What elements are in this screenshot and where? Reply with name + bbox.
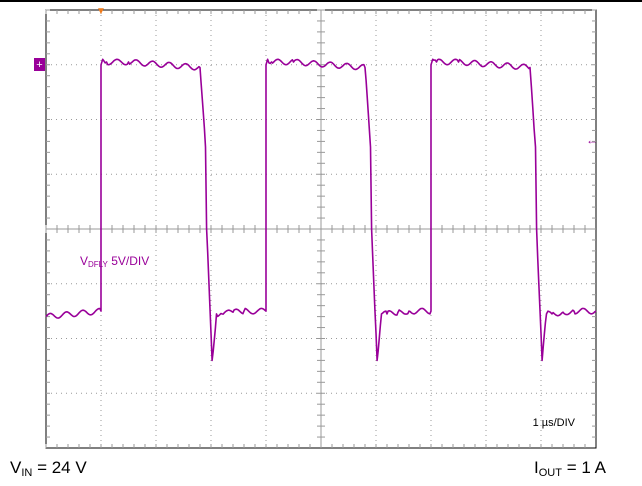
- iout-sub: OUT: [538, 467, 562, 479]
- trace-vdfly: [45, 58, 597, 362]
- channel-annotation: VDFLY 5V/DIV: [80, 254, 149, 269]
- vin-label: VIN = 24 V: [10, 458, 87, 479]
- iout-value: = 1 A: [561, 458, 606, 477]
- channel-marker: +: [36, 59, 42, 71]
- channel-annotation-main: V: [80, 254, 88, 268]
- vin-sub: IN: [21, 467, 33, 479]
- timebase-annotation: 1 µs/DIV: [533, 417, 576, 429]
- channel-annotation-scale: 5V/DIV: [108, 254, 149, 268]
- trigger-marker: ▼: [96, 6, 106, 17]
- channel-marker-box: [34, 58, 45, 71]
- vin-main: V: [10, 458, 22, 477]
- top-border: [0, 0, 642, 2]
- timebase-mu: µ: [542, 417, 549, 429]
- channel-annotation-sub: DFLY: [88, 260, 109, 269]
- iout-label: IOUT = 1 A: [534, 458, 606, 479]
- timebase-suffix: s/DIV: [548, 417, 576, 429]
- iout-main: I: [534, 458, 539, 477]
- grid: [45, 9, 597, 449]
- timebase-prefix: 1: [533, 417, 542, 429]
- level-arrow: ←: [586, 133, 598, 147]
- vin-value: = 24 V: [32, 458, 87, 477]
